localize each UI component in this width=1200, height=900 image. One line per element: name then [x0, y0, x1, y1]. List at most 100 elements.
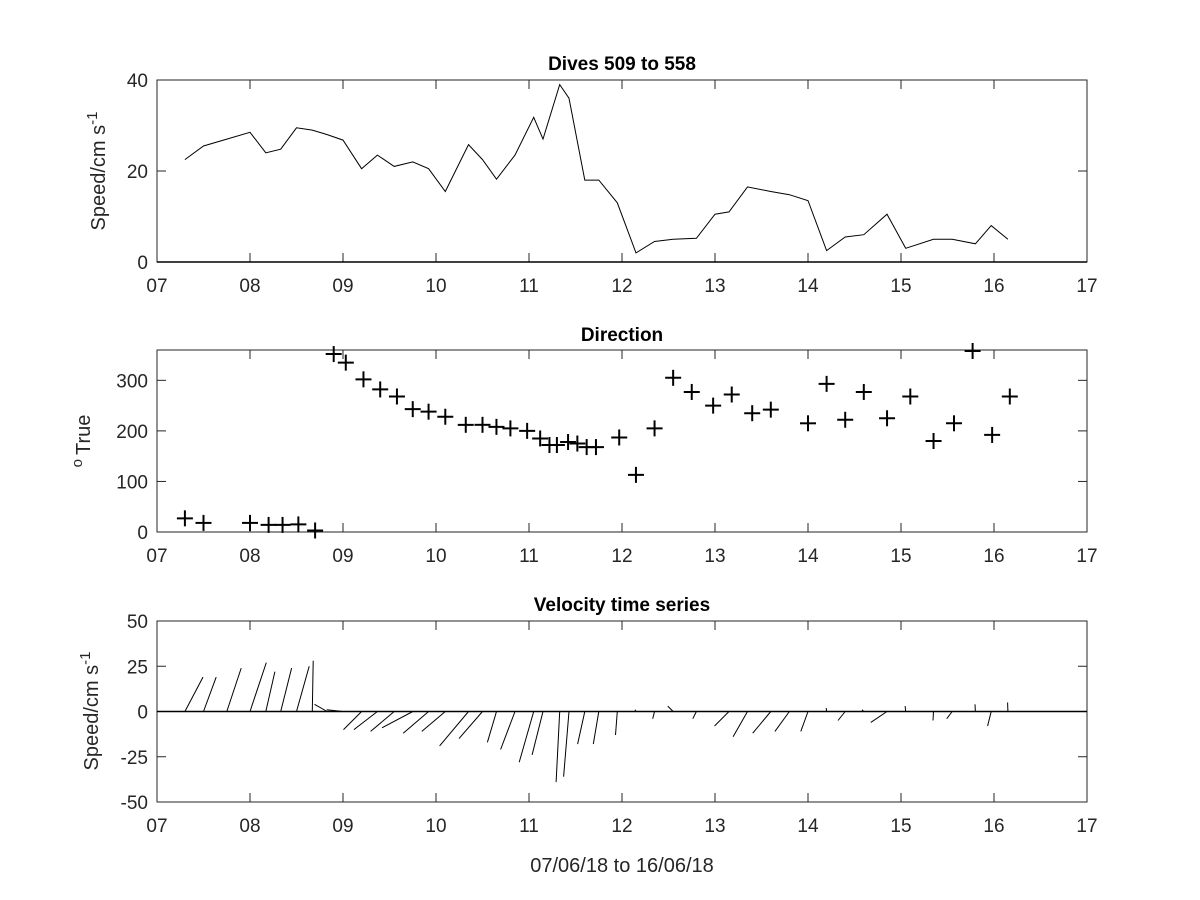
velocity-stick [326, 709, 344, 712]
velocity-stick [904, 706, 907, 712]
direction-point [683, 383, 700, 400]
velocity-x-tick-label: 12 [611, 816, 632, 837]
velocity-stick [226, 667, 242, 712]
direction-x-tick-label: 17 [1076, 546, 1097, 567]
speed-y-axis-label: Speed/cm s-1 [84, 112, 110, 231]
speed-x-tick-label: 08 [239, 276, 260, 297]
direction-point [260, 516, 277, 533]
velocity-stick [800, 711, 809, 732]
velocity-stick [370, 711, 395, 732]
velocity-stick [249, 662, 267, 712]
direction-x-tick-label: 08 [239, 546, 260, 567]
direction-point [337, 354, 354, 371]
speed-y-tick-label: 40 [127, 71, 148, 92]
speed-panel-title: Dives 509 to 558 [548, 54, 696, 75]
direction-point [242, 514, 258, 531]
direction-point [176, 510, 193, 527]
direction-panel: Direction o True 07 08 09 10 11 12 13 14 15 16 17 0… [69, 325, 1098, 567]
velocity-x-tick-label: 14 [797, 816, 819, 837]
velocity-stick [314, 703, 328, 712]
direction-x-ticks: 07 08 09 10 11 12 13 14 15 16 17 [146, 350, 1098, 567]
velocity-stick [421, 711, 446, 732]
velocity-x-axis-label: 07/06/18 to 16/06/18 [530, 855, 714, 877]
direction-point [855, 383, 872, 400]
direction-point [420, 403, 437, 420]
velocity-y-axis-label-text: Speed/cm s [81, 665, 103, 771]
velocity-stick [652, 711, 655, 719]
direction-point [723, 386, 740, 403]
direction-x-tick-label: 11 [519, 546, 539, 567]
velocity-stick [987, 711, 992, 727]
direction-point [837, 411, 854, 428]
direction-point [355, 371, 372, 388]
velocity-stick [615, 711, 618, 736]
velocity-y-tick-label: -25 [121, 748, 148, 769]
velocity-stick [555, 711, 561, 783]
speed-x-tick-label: 14 [797, 276, 819, 297]
velocity-stick [381, 711, 414, 729]
velocity-stick [265, 671, 276, 712]
velocity-stick [946, 711, 953, 720]
direction-point [325, 346, 342, 363]
direction-point [195, 514, 212, 531]
velocity-x-tick-label: 09 [332, 816, 353, 837]
velocity-stick [458, 711, 483, 739]
direction-point [744, 405, 761, 422]
direction-point [646, 420, 663, 437]
direction-y-axis-label: o True [69, 415, 95, 468]
velocity-stick [774, 711, 790, 732]
direction-point [474, 416, 491, 433]
velocity-x-tick-label: 07 [146, 816, 167, 837]
speed-x-tick-label: 12 [611, 276, 632, 297]
direction-point [902, 388, 919, 405]
velocity-y-tick-label: 50 [127, 612, 148, 633]
speed-y-axis-label-text: Speed/cm s [88, 125, 110, 231]
direction-point [587, 439, 604, 456]
velocity-x-ticks: 07 08 09 10 11 12 13 14 15 16 17 [146, 621, 1098, 837]
velocity-x-tick-label: 10 [425, 816, 446, 837]
direction-point [964, 343, 981, 360]
velocity-stick [518, 711, 535, 763]
direction-point [665, 369, 682, 386]
velocity-stick [184, 676, 204, 712]
direction-y-axis-label-text: True [73, 415, 95, 455]
direction-point [569, 435, 586, 452]
velocity-y-tick-label: 25 [127, 657, 148, 678]
velocity-stick [861, 709, 865, 712]
direction-point [1001, 388, 1018, 405]
direction-point [611, 429, 628, 446]
direction-y-tick-label: 200 [116, 422, 148, 443]
direction-point [532, 430, 549, 447]
speed-x-tick-label: 17 [1076, 276, 1097, 297]
direction-point [290, 516, 307, 533]
speed-x-tick-label: 15 [890, 276, 911, 297]
velocity-stick [714, 711, 730, 727]
direction-point [388, 388, 405, 405]
velocity-x-tick-label: 15 [890, 816, 911, 837]
direction-point [404, 401, 421, 418]
direction-point [519, 422, 536, 439]
velocity-stick [486, 711, 497, 743]
direction-point [705, 397, 722, 414]
direction-x-tick-label: 10 [425, 546, 446, 567]
velocity-stick [563, 711, 570, 777]
velocity-stick [577, 711, 586, 745]
velocity-stick [280, 667, 293, 712]
direction-point [502, 420, 519, 437]
direction-y-axis-label-prefix: o [69, 459, 86, 467]
direction-x-tick-label: 13 [704, 546, 725, 567]
velocity-stick [667, 705, 674, 712]
speed-x-tick-label: 07 [146, 276, 167, 297]
direction-point [818, 375, 835, 392]
velocity-y-ticks: -50 -25 0 25 50 [121, 612, 1087, 814]
speed-series [157, 83, 1087, 263]
speed-x-tick-label: 13 [704, 276, 725, 297]
velocity-stick [296, 666, 310, 712]
direction-y-ticks: 0 100 200 300 [116, 371, 1087, 544]
velocity-y-tick-label: 0 [137, 703, 148, 724]
velocity-stick [732, 711, 748, 738]
velocity-y-tick-label: -50 [121, 793, 148, 814]
direction-point [946, 415, 963, 432]
direction-point [984, 426, 1001, 443]
